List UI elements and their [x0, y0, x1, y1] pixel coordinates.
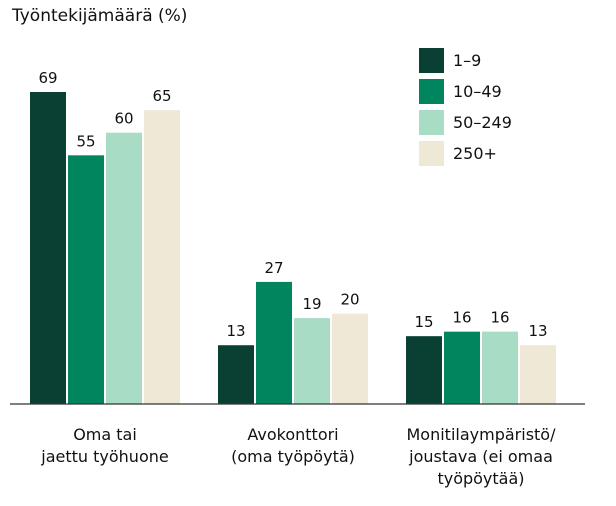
- bar-2-1: [218, 345, 254, 404]
- category-label-3-line-3: työpöytää): [437, 469, 524, 488]
- category-label-3-line-1: Monitilaympäristö/: [407, 425, 557, 444]
- bar-1-2: [68, 155, 104, 404]
- value-label-2-3: 19: [302, 295, 321, 313]
- value-label-1-3: 60: [114, 110, 133, 128]
- category-label-3-line-2: joustava (ei omaa: [408, 447, 553, 466]
- bar-1-4: [144, 110, 180, 404]
- bar-3-3: [482, 331, 518, 404]
- bar-3-1: [406, 336, 442, 404]
- bar-1-3: [106, 132, 142, 404]
- category-labels-layer: Oma tai jaettu työhuone Avokonttori (oma ty…: [40, 425, 556, 488]
- legend-swatch-2: [419, 79, 444, 104]
- legend-label-1: 1–9: [453, 51, 481, 70]
- value-label-1-2: 55: [76, 132, 95, 150]
- legend-swatch-1: [419, 48, 444, 73]
- value-label-3-2: 16: [452, 309, 471, 327]
- bar-2-3: [294, 318, 330, 404]
- legend-swatch-3: [419, 110, 444, 135]
- legend-label-3: 50–249: [453, 113, 512, 132]
- legend-label-2: 10–49: [453, 82, 502, 101]
- category-label-2-line-1: Avokonttori: [247, 425, 338, 444]
- bar-2-2: [256, 281, 292, 404]
- bar-3-4: [520, 345, 556, 404]
- value-label-3-1: 15: [414, 313, 433, 331]
- category-label-1-line-2: jaettu työhuone: [40, 447, 168, 466]
- legend-label-4: 250+: [453, 144, 497, 163]
- bar-3-2: [444, 331, 480, 404]
- value-label-2-1: 13: [226, 322, 245, 340]
- chart-title: Työntekijämäärä (%): [12, 6, 188, 26]
- bar-1-1: [30, 92, 66, 404]
- bar-2-4: [332, 313, 368, 404]
- value-label-2-4: 20: [340, 291, 359, 309]
- category-label-2-line-2: (oma työpöytä): [231, 447, 355, 466]
- category-label-1-line-1: Oma tai: [73, 425, 137, 444]
- bars-layer: [30, 92, 556, 404]
- value-label-3-4: 13: [528, 322, 547, 340]
- legend-swatch-4: [419, 141, 444, 166]
- legend: 1–9 10–49 50–249 250+: [419, 48, 512, 166]
- value-label-1-1: 69: [38, 69, 57, 87]
- value-label-3-3: 16: [490, 309, 509, 327]
- value-labels-layer: 69 55 60 65 13 27 19 20 15 16 16 13: [38, 69, 547, 340]
- value-label-1-4: 65: [152, 87, 171, 105]
- value-label-2-2: 27: [264, 259, 283, 277]
